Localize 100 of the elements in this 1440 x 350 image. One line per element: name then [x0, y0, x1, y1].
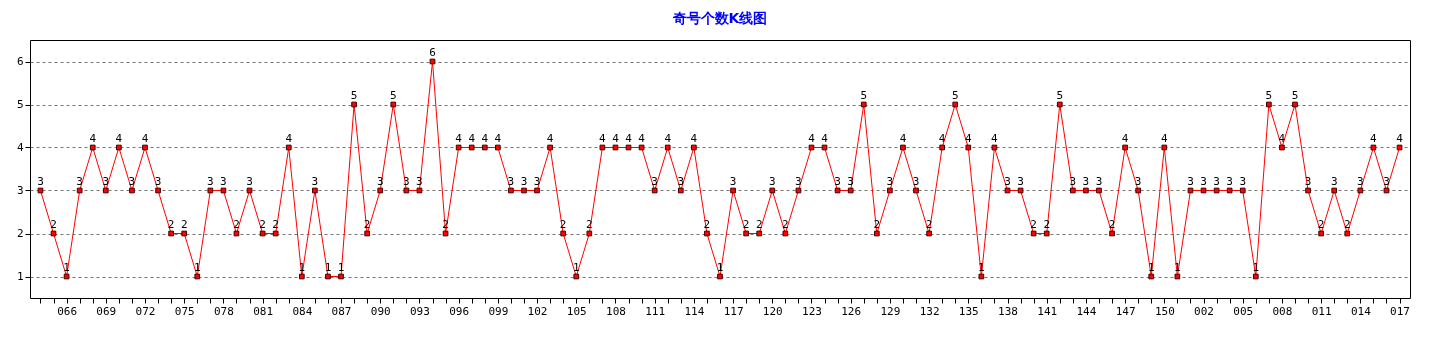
x-tick-label: 126: [841, 304, 862, 318]
data-label: 4: [141, 131, 149, 145]
data-label: 3: [403, 174, 410, 188]
data-label: 3: [1134, 174, 1142, 188]
data-label: 3: [912, 174, 920, 188]
data-label: 1: [572, 260, 580, 274]
data-label: 3: [1069, 174, 1077, 188]
data-label: 3: [507, 174, 515, 188]
data-label: 3: [128, 174, 136, 188]
data-label: 1: [716, 260, 724, 274]
y-tick-label: 3: [16, 184, 24, 197]
data-label: 1: [324, 260, 332, 274]
data-label: 3: [416, 174, 423, 188]
data-label: 4: [808, 131, 816, 145]
data-label: 4: [1121, 131, 1129, 145]
data-label: 5: [860, 88, 868, 102]
data-label: 2: [259, 217, 266, 231]
data-label: 5: [951, 88, 959, 102]
x-tick-label: 105: [566, 304, 587, 318]
data-label: 3: [376, 174, 384, 188]
data-label: 3: [1200, 174, 1207, 188]
data-label: 5: [1291, 88, 1299, 102]
x-tick-label: 138: [998, 304, 1018, 318]
data-label: 2: [1343, 217, 1351, 231]
x-tick-label: 005: [1233, 304, 1254, 318]
data-label: 5: [389, 88, 397, 102]
data-label: 3: [520, 174, 528, 188]
data-label: 5: [350, 88, 358, 102]
data-label: 4: [1161, 131, 1169, 145]
data-label: 1: [978, 260, 985, 274]
data-label: 4: [285, 131, 293, 145]
x-tick-label: 099: [488, 304, 509, 318]
data-label: 4: [612, 131, 620, 145]
data-label: 3: [533, 174, 541, 188]
data-label: 4: [664, 131, 672, 145]
data-label: 4: [455, 131, 463, 145]
data-label: 4: [638, 131, 646, 145]
data-label: 3: [795, 174, 802, 188]
data-label: 4: [625, 131, 633, 145]
data-label: 3: [207, 174, 214, 188]
data-label: 6: [429, 45, 436, 59]
data-label: 3: [651, 174, 658, 188]
data-label: 2: [167, 217, 175, 231]
x-tick-label: 144: [1076, 304, 1097, 318]
data-label: 2: [873, 217, 881, 231]
x-tick-label: 072: [135, 304, 156, 318]
data-label: 3: [1226, 174, 1233, 188]
y-tick-label: 2: [16, 227, 24, 240]
data-label: 4: [546, 131, 554, 145]
data-label: 2: [586, 217, 593, 231]
data-label: 2: [925, 217, 933, 231]
x-tick-label: 132: [919, 304, 940, 318]
data-label: 4: [468, 131, 476, 145]
data-label: 2: [1030, 217, 1037, 231]
data-label: 2: [180, 217, 188, 231]
data-label: 3: [76, 174, 83, 188]
data-label: 2: [1108, 217, 1116, 231]
x-tick-label: 114: [684, 304, 705, 318]
x-tick-label: 117: [723, 304, 744, 318]
x-tick-label: 087: [331, 304, 352, 318]
data-label: 3: [834, 174, 841, 188]
x-tick-label: 066: [57, 304, 78, 318]
data-label: 4: [89, 131, 97, 145]
data-label: 1: [337, 260, 345, 274]
data-label: 3: [154, 174, 162, 188]
data-label: 3: [1082, 174, 1090, 188]
x-tick-label: 150: [1154, 304, 1175, 318]
x-tick-label: 090: [370, 304, 391, 318]
x-tick-label: 002: [1194, 304, 1214, 318]
data-label: 4: [964, 131, 972, 145]
data-label: 3: [220, 174, 227, 188]
data-label: 4: [481, 131, 489, 145]
data-label: 4: [1396, 131, 1404, 145]
data-label: 1: [1147, 260, 1155, 274]
data-label: 1: [193, 260, 201, 274]
data-label: 2: [755, 217, 763, 231]
x-tick-label: 017: [1390, 304, 1410, 318]
data-label: 2: [272, 217, 279, 231]
data-label: 4: [494, 131, 502, 145]
data-label: 3: [1357, 174, 1364, 188]
x-tick-label: 120: [762, 304, 783, 318]
data-label: 3: [37, 174, 44, 188]
y-tick-label: 1: [16, 270, 24, 283]
x-tick-label: 069: [96, 304, 117, 318]
data-label: 2: [742, 217, 750, 231]
data-label: 3: [1017, 174, 1024, 188]
data-label: 2: [782, 217, 789, 231]
data-label: 2: [1317, 217, 1325, 231]
x-tick-label: 084: [292, 304, 313, 318]
x-tick-label: 108: [606, 304, 626, 318]
x-tick-label: 011: [1311, 304, 1332, 318]
data-label: 3: [1304, 174, 1312, 188]
data-label: 2: [50, 217, 57, 231]
data-label: 3: [886, 174, 894, 188]
data-label: 3: [1095, 174, 1103, 188]
x-tick-label: 096: [449, 304, 470, 318]
x-tick-label: 111: [645, 304, 666, 318]
data-label: 4: [991, 131, 999, 145]
data-label: 3: [246, 174, 253, 188]
x-tick-label: 014: [1350, 304, 1372, 318]
